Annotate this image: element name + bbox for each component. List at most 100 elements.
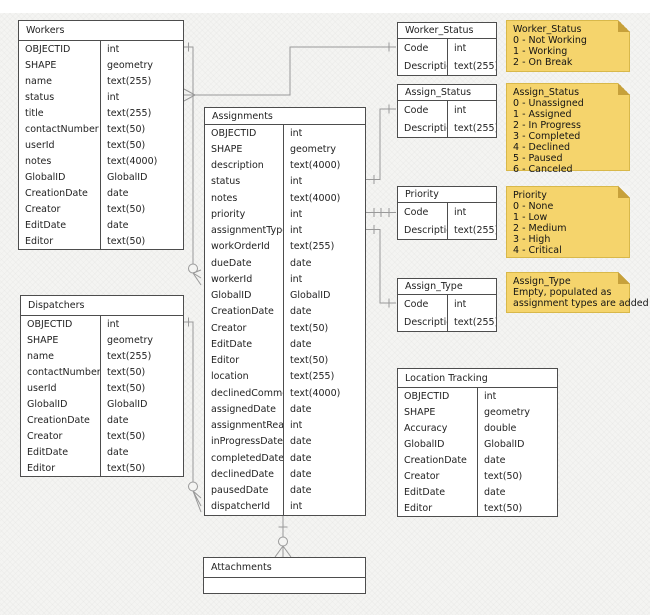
table-row: status int [19, 89, 183, 105]
field-type: int [290, 225, 303, 237]
table-assignments[interactable]: Assignments OBJECTID int SHAPE geometry desc… [204, 107, 366, 516]
field-name: status [205, 173, 284, 190]
table-location-tracking[interactable]: Location Tracking OBJECTID int SHAPE geomet… [397, 368, 558, 517]
table-row: SHAPE geometry [205, 141, 365, 158]
table-title: Dispatchers [21, 296, 183, 316]
field-name: EditDate [19, 217, 101, 233]
field-name: SHAPE [21, 332, 101, 348]
field-name: Creator [205, 320, 284, 337]
field-name: OBJECTID [205, 125, 284, 142]
field-type: text(50) [107, 462, 146, 474]
field-type: text(255) [454, 316, 496, 328]
field-name: userId [19, 137, 101, 153]
note-assign-type[interactable]: Assign_Type Empty, populated as assignmen… [506, 272, 649, 313]
table-row: Code int [398, 203, 496, 221]
table-rows: CodeintDescriptiontext(255) [398, 39, 496, 75]
table-workers[interactable]: Workers OBJECTID int SHAPE geometry name text… [18, 20, 184, 250]
field-type: int [290, 273, 303, 285]
field-name: assignedDate [205, 401, 284, 418]
field-type: geometry [290, 143, 337, 155]
field-name: declinedComment [205, 385, 284, 402]
table-row: EditDate date [205, 336, 365, 353]
table-title: Location Tracking [398, 369, 557, 388]
table-attachments[interactable]: Attachments [203, 557, 366, 594]
field-name: declinedDate [205, 466, 284, 483]
table-row: contactNumber text(50) [21, 364, 183, 380]
table-row: EditDate date [398, 484, 557, 500]
field-type: text(255) [107, 75, 152, 87]
field-name: userId [21, 380, 101, 396]
field-name: OBJECTID [21, 316, 101, 332]
field-name: Description [398, 119, 448, 137]
canvas-top-margin [0, 0, 650, 13]
field-type: GlobalID [107, 398, 148, 410]
field-type: text(50) [107, 123, 146, 135]
field-name: assignmentRead [205, 417, 284, 434]
field-name: location [205, 368, 284, 385]
field-type: int [107, 91, 120, 103]
note-priority[interactable]: Priority 0 - None 1 - Low 2 - Medium 3 - Hi… [506, 186, 630, 258]
note-line: 6 - Canceled [513, 164, 573, 175]
table-priority[interactable]: Priority CodeintDescriptiontext(255) [397, 186, 497, 240]
table-row: name text(255) [21, 348, 183, 364]
field-type: date [290, 338, 312, 350]
table-row: EditDate date [19, 217, 183, 233]
crowfoot-workers-assignments [192, 269, 202, 286]
table-row: OBJECTID int [398, 388, 557, 404]
field-type: date [484, 454, 506, 466]
crowfoot-workers-status [183, 88, 196, 102]
field-type: text(50) [107, 235, 146, 247]
table-row: CreationDate date [205, 303, 365, 320]
field-name: EditDate [21, 444, 101, 460]
table-row: CreationDate date [21, 412, 183, 428]
note-line: Empty, populated as [513, 287, 612, 298]
field-name: GlobalID [398, 436, 478, 452]
field-name: Code [398, 39, 448, 57]
table-assign-status[interactable]: Assign_Status CodeintDescriptiontext(255… [397, 84, 497, 138]
table-row: assignedDate date [205, 401, 365, 418]
table-worker-status[interactable]: Worker_Status CodeintDescriptiontext(255… [397, 22, 497, 76]
note-line: 4 - Critical [513, 245, 562, 256]
table-row: EditDate date [21, 444, 183, 460]
field-type: date [107, 414, 129, 426]
table-row: description text(4000) [205, 157, 365, 174]
table-row: SHAPE geometry [19, 57, 183, 73]
table-assign-type[interactable]: Assign_Type CodeintDescriptiontext(255) [397, 278, 497, 332]
field-name: Editor [205, 352, 284, 369]
table-row: Description text(255) [398, 313, 496, 331]
field-type: GlobalID [484, 438, 525, 450]
field-name: CreationDate [205, 303, 284, 320]
note-assign-status[interactable]: Assign_Status 0 - Unassigned 1 - Assigned… [506, 83, 630, 175]
field-name: Creator [19, 201, 101, 217]
field-type: date [290, 257, 312, 269]
note-title: Worker_Status [513, 24, 582, 35]
table-row: Creator text(50) [19, 201, 183, 217]
field-type: text(255) [454, 122, 496, 134]
table-dispatchers[interactable]: Dispatchers OBJECTID int SHAPE geometry name… [20, 295, 184, 477]
connector-workers-assignments [184, 42, 194, 264]
zero-marker [188, 481, 198, 492]
field-type: int [290, 176, 303, 188]
field-type: text(50) [484, 502, 523, 514]
note-line: 2 - On Break [513, 57, 573, 68]
note-line: 0 - Not Working [513, 35, 587, 46]
note-lines: 0 - None 1 - Low 2 - Medium 3 - High 4 - Cri… [513, 201, 623, 256]
field-type: int [290, 501, 303, 513]
table-row: title text(255) [19, 105, 183, 121]
table-row: CreationDate date [398, 452, 557, 468]
table-row: Accuracy double [398, 420, 557, 436]
field-name: Code [398, 203, 448, 221]
connector-assignments-priority [366, 208, 396, 217]
table-row: userId text(50) [21, 380, 183, 396]
note-lines: 0 - Unassigned 1 - Assigned 2 - In Progres… [513, 98, 623, 175]
field-name: GlobalID [19, 169, 101, 185]
field-type: text(50) [484, 470, 523, 482]
table-row: Editor text(50) [398, 500, 557, 516]
field-type: text(255) [290, 371, 335, 383]
note-worker-status[interactable]: Worker_Status 0 - Not Working 1 - Working… [506, 20, 630, 72]
table-row: notes text(4000) [19, 153, 183, 169]
field-type: date [107, 219, 129, 231]
field-name: CreationDate [398, 452, 478, 468]
note-line: 1 - Low [513, 212, 548, 223]
field-type: text(4000) [290, 160, 341, 172]
